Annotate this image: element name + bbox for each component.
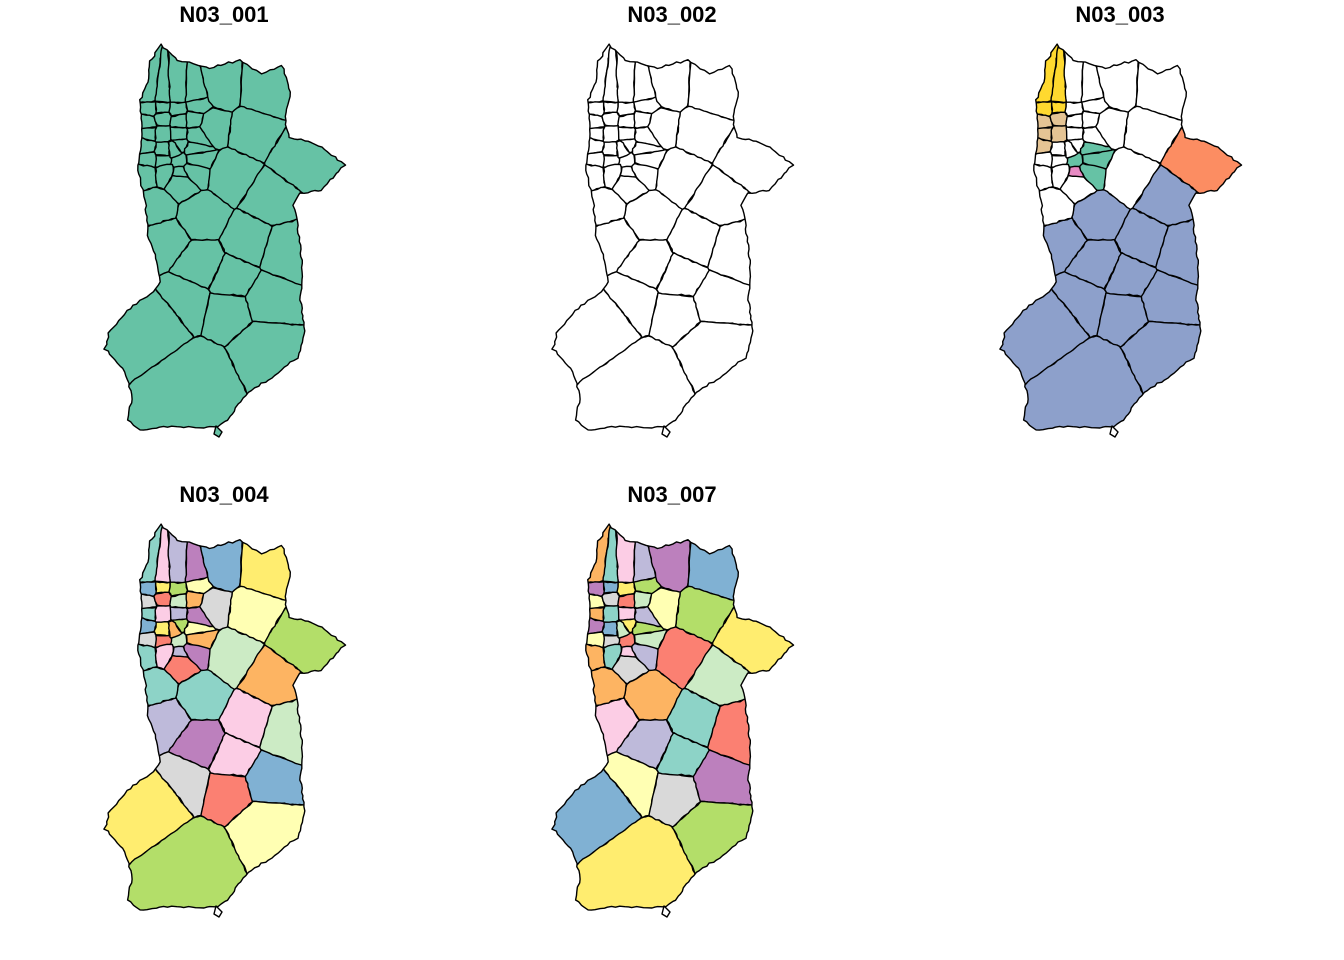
southern-tip bbox=[213, 425, 223, 438]
prefecture-border bbox=[551, 43, 795, 431]
municipality-polygon bbox=[112, 127, 157, 142]
municipality-polygon bbox=[1079, 141, 1115, 157]
panel-title: N03_007 bbox=[627, 482, 717, 507]
municipality-polygon bbox=[166, 44, 189, 104]
municipality-polygon bbox=[166, 524, 189, 584]
municipality-polygon bbox=[614, 524, 637, 584]
municipality-polygon bbox=[551, 100, 606, 117]
municipality-polygon bbox=[1051, 101, 1067, 114]
prefecture-border bbox=[999, 43, 1243, 431]
map-panel-5: N03_007 bbox=[448, 480, 896, 960]
municipality-polygon bbox=[183, 141, 219, 157]
municipality-polygon bbox=[602, 125, 620, 144]
municipality-polygon bbox=[656, 731, 710, 778]
prefecture-border bbox=[103, 43, 347, 431]
municipality-polygon bbox=[615, 139, 631, 159]
municipality-polygon bbox=[103, 524, 165, 587]
municipality-polygon bbox=[687, 44, 794, 123]
map-canvas bbox=[103, 523, 347, 918]
municipality-polygon bbox=[223, 800, 346, 911]
municipality-polygon bbox=[1065, 113, 1084, 129]
panel-title: N03_003 bbox=[1075, 2, 1165, 27]
municipality-group bbox=[103, 44, 346, 431]
municipality-polygon bbox=[1008, 127, 1053, 142]
map-panel-2: N03_002 bbox=[448, 0, 896, 480]
municipality-polygon bbox=[208, 731, 262, 778]
southern-tip bbox=[213, 905, 223, 918]
municipality-polygon bbox=[615, 619, 631, 639]
municipality-polygon bbox=[671, 320, 794, 431]
municipality-polygon bbox=[647, 587, 681, 631]
municipality-polygon bbox=[199, 587, 233, 631]
municipality-polygon bbox=[617, 113, 636, 129]
municipality-polygon bbox=[169, 593, 188, 609]
municipality-polygon bbox=[1063, 139, 1079, 159]
municipality-polygon bbox=[560, 607, 605, 622]
municipality-polygon bbox=[603, 101, 619, 114]
municipality-polygon bbox=[239, 524, 346, 603]
map-panel-1: N03_001 bbox=[0, 0, 448, 480]
municipality-polygon bbox=[551, 44, 613, 107]
municipality-polygon bbox=[1119, 320, 1242, 431]
municipality-polygon bbox=[208, 251, 262, 298]
municipality-polygon bbox=[103, 580, 158, 597]
map-canvas bbox=[103, 43, 347, 438]
municipality-polygon bbox=[647, 107, 681, 151]
municipality-polygon bbox=[155, 101, 171, 114]
municipality-polygon bbox=[631, 141, 667, 157]
map-panel-4: N03_004 bbox=[0, 480, 448, 960]
prefecture-border bbox=[551, 523, 795, 911]
municipality-polygon bbox=[614, 44, 637, 104]
municipality-group bbox=[103, 524, 346, 911]
municipality-polygon bbox=[656, 251, 710, 298]
municipality-polygon bbox=[239, 44, 346, 123]
map-panel-3: N03_003 bbox=[896, 0, 1344, 480]
panel-title: N03_004 bbox=[179, 482, 269, 507]
map-canvas bbox=[999, 43, 1243, 438]
southern-tip bbox=[661, 905, 671, 918]
municipality-polygon bbox=[1095, 107, 1129, 151]
municipality-polygon bbox=[223, 320, 346, 431]
municipality-polygon bbox=[999, 100, 1054, 117]
municipality-polygon bbox=[551, 580, 606, 597]
municipality-polygon bbox=[169, 113, 188, 129]
municipality-polygon bbox=[560, 127, 605, 142]
prefecture-border bbox=[103, 523, 347, 911]
municipality-polygon bbox=[199, 107, 233, 151]
municipality-group bbox=[551, 524, 794, 911]
municipality-polygon bbox=[183, 621, 219, 637]
municipality-polygon bbox=[671, 800, 794, 911]
municipality-polygon bbox=[617, 593, 636, 609]
municipality-polygon bbox=[154, 125, 172, 144]
municipality-polygon bbox=[1104, 251, 1158, 298]
municipality-polygon bbox=[999, 44, 1061, 107]
panel-title: N03_001 bbox=[179, 2, 269, 27]
municipality-polygon bbox=[155, 581, 171, 594]
municipality-polygon bbox=[154, 605, 172, 624]
map-canvas bbox=[551, 43, 795, 438]
municipality-polygon bbox=[1062, 44, 1085, 104]
municipality-polygon bbox=[603, 581, 619, 594]
municipality-polygon bbox=[1050, 125, 1068, 144]
municipality-group bbox=[551, 44, 794, 431]
map-canvas bbox=[551, 523, 795, 918]
municipality-polygon bbox=[167, 619, 183, 639]
panel-title: N03_002 bbox=[627, 2, 717, 27]
municipality-group bbox=[999, 44, 1242, 431]
southern-tip bbox=[1109, 425, 1119, 438]
municipality-polygon bbox=[687, 524, 794, 603]
municipality-polygon bbox=[602, 605, 620, 624]
municipality-polygon bbox=[551, 524, 613, 587]
municipality-polygon bbox=[167, 139, 183, 159]
municipality-polygon bbox=[103, 100, 158, 117]
municipality-polygon bbox=[631, 621, 667, 637]
municipality-polygon bbox=[1135, 44, 1242, 123]
municipality-polygon bbox=[112, 607, 157, 622]
municipality-polygon bbox=[103, 44, 165, 107]
southern-tip bbox=[661, 425, 671, 438]
